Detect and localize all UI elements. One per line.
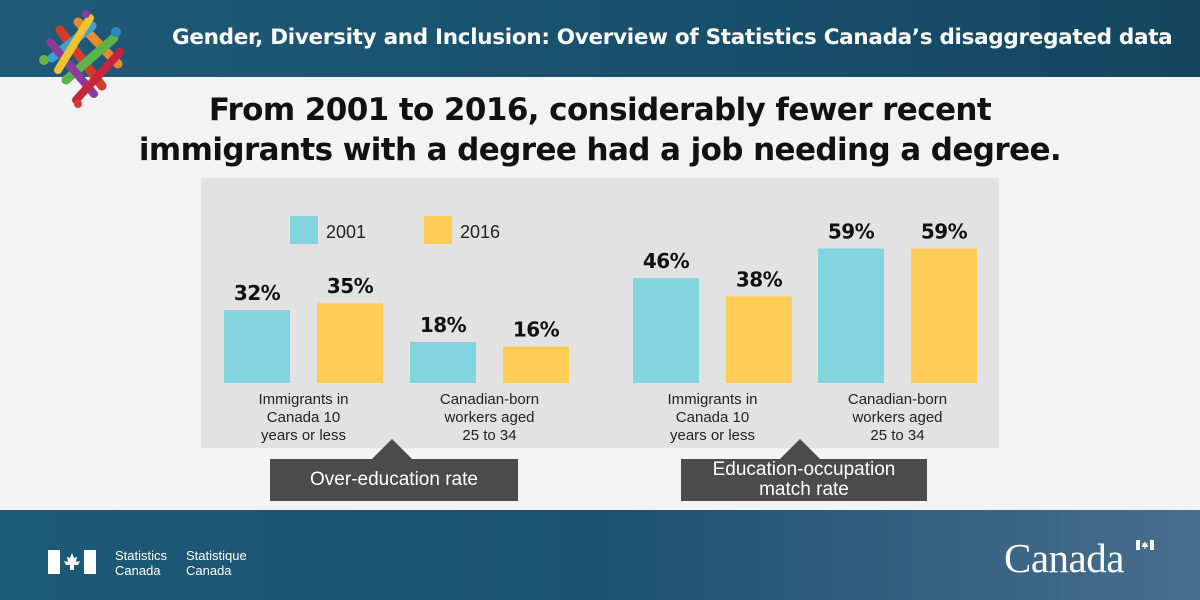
bar-over-education-0-2016	[317, 303, 383, 383]
category-label: Canadian-born	[440, 391, 539, 408]
bar-over-education-1-2001	[410, 341, 476, 383]
over-education-rate-text: Over-education rate	[310, 469, 478, 490]
bar-over-education-1-2016	[503, 346, 569, 383]
legend-label-2001: 2001	[326, 222, 366, 242]
data-label: 18%	[420, 313, 467, 337]
legend: 2001 2016	[290, 216, 500, 244]
footer-bar	[0, 510, 1200, 600]
legend-swatch-2001	[290, 216, 318, 244]
fip-fr-line-1: Statistique	[186, 548, 247, 563]
bar-match-rate-1-2016	[911, 248, 977, 383]
chart-headline: From 2001 to 2016, considerably fewer re…	[0, 90, 1200, 170]
statistique-canada-fr: Statistique Canada	[186, 548, 247, 578]
headline-line-1: From 2001 to 2016, considerably fewer re…	[208, 92, 992, 128]
canada-flag-icon	[48, 550, 96, 574]
match-rate-line-1: Education-occupation	[712, 459, 896, 480]
header-title: Gender, Diversity and Inclusion: Overvie…	[172, 25, 1173, 50]
wordmark-flag-icon	[1136, 540, 1154, 550]
category-label: workers aged	[443, 409, 534, 426]
category-label: years or less	[261, 427, 346, 444]
category-label: Canada 10	[267, 409, 340, 426]
left-box-pointer	[372, 439, 412, 459]
legend-swatch-2016	[424, 216, 452, 244]
data-label: 46%	[643, 249, 690, 273]
canada-wordmark: Canada	[1004, 535, 1124, 581]
education-occupation-match-rate-label: Education-occupation match rate	[681, 459, 927, 501]
data-label: 32%	[234, 281, 281, 305]
data-label: 59%	[828, 219, 875, 243]
fip-en-line-1: Statistics	[115, 548, 168, 563]
category-label: 25 to 34	[462, 427, 516, 444]
match-rate-line-2: match rate	[759, 479, 849, 500]
category-label: 25 to 34	[870, 427, 924, 444]
category-label: years or less	[670, 427, 755, 444]
right-box-pointer	[780, 439, 820, 459]
data-label: 35%	[327, 274, 374, 298]
over-education-rate-label: Over-education rate	[270, 459, 518, 501]
category-label: Immigrants in	[667, 391, 757, 408]
bar-match-rate-0-2016	[726, 296, 792, 383]
statistics-canada-en: Statistics Canada	[115, 548, 167, 578]
data-label: 59%	[921, 219, 968, 243]
data-label: 16%	[513, 318, 560, 342]
category-label: Canada 10	[676, 409, 749, 426]
header-bar: Gender, Diversity and Inclusion: Overvie…	[0, 0, 1200, 77]
diversity-logo-icon	[39, 10, 124, 108]
data-label: 38%	[736, 267, 783, 291]
category-label: Immigrants in	[258, 391, 348, 408]
headline-line-2: immigrants with a degree had a job needi…	[138, 132, 1062, 168]
legend-label-2016: 2016	[460, 222, 500, 242]
bar-match-rate-1-2001	[818, 248, 884, 383]
category-label: Canadian-born	[848, 391, 947, 408]
fip-en-line-2: Canada	[115, 563, 161, 578]
bar-over-education-0-2001	[224, 310, 290, 383]
fip-fr-line-2: Canada	[186, 563, 232, 578]
category-label: workers aged	[851, 409, 942, 426]
bar-match-rate-0-2001	[633, 278, 699, 383]
